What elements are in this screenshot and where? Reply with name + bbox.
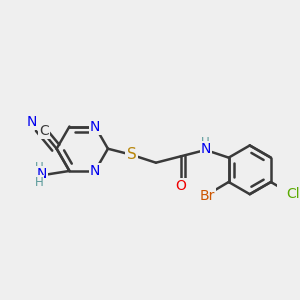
Text: N: N (201, 142, 211, 156)
Text: H: H (201, 136, 210, 149)
Text: Br: Br (200, 189, 215, 203)
Text: H: H (34, 161, 43, 175)
Text: N: N (90, 164, 100, 178)
Text: H: H (34, 176, 43, 189)
Text: Cl: Cl (286, 187, 300, 201)
Text: C: C (39, 124, 49, 138)
Text: N: N (90, 119, 100, 134)
Text: O: O (175, 179, 186, 194)
Text: S: S (127, 147, 136, 162)
Text: N: N (36, 167, 47, 182)
Text: N: N (26, 116, 37, 129)
